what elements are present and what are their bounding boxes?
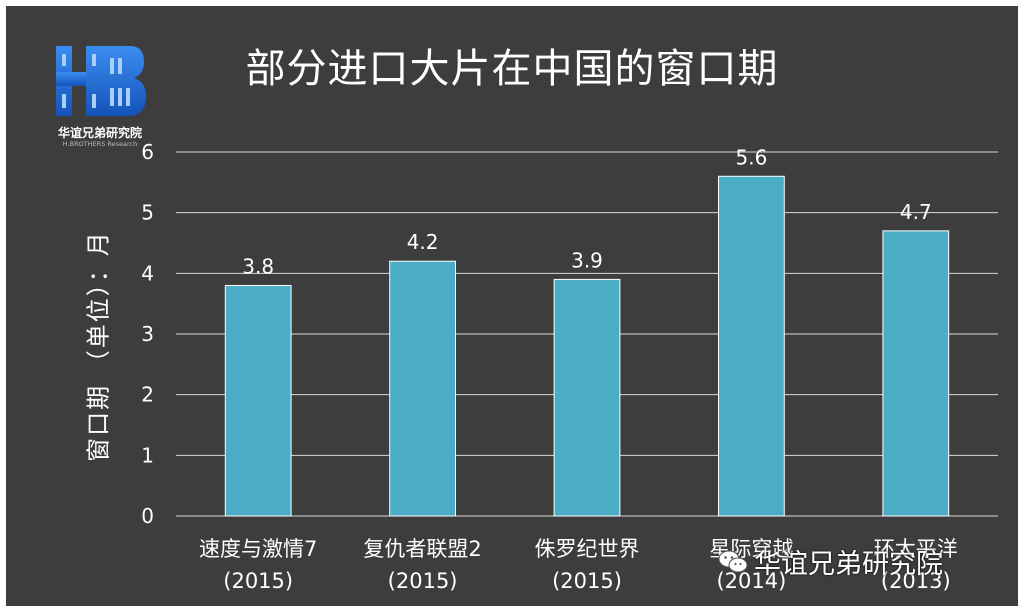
bar bbox=[224, 284, 292, 517]
bar bbox=[718, 175, 785, 517]
chart-frame: 部分进口大片在中国的窗口期 华谊兄弟研究院 H.BROTHERS bbox=[6, 6, 1018, 606]
x-tick-label-year: (2013) bbox=[881, 569, 951, 593]
x-tick-label-year: (2015) bbox=[388, 569, 458, 593]
chart-title: 部分进口大片在中国的窗口期 bbox=[245, 46, 779, 92]
y-tick-label: 5 bbox=[141, 201, 154, 225]
bar-chart: 0 1 2 3 4 5 6 3.8 速度与激情7 (2015) 4.2 复仇者联盟2 (2015) 3.9… bbox=[141, 140, 998, 593]
data-label: 4.2 bbox=[407, 230, 439, 254]
y-tick-label: 1 bbox=[141, 443, 154, 467]
data-label: 5.6 bbox=[735, 145, 767, 169]
x-tick-label: 速度与激情7 bbox=[199, 537, 317, 561]
data-label: 3.9 bbox=[571, 248, 603, 272]
bar bbox=[553, 278, 621, 517]
y-tick-label: 3 bbox=[141, 322, 154, 346]
data-label: 3.8 bbox=[242, 254, 274, 278]
wechat-icon bbox=[718, 550, 748, 572]
x-tick-label-year: (2015) bbox=[552, 569, 622, 593]
logo-hb-icon bbox=[56, 46, 146, 116]
logo-subtitle: H.BROTHERS Research bbox=[62, 140, 138, 148]
watermark-text: 华谊兄弟研究院 bbox=[754, 549, 943, 580]
x-tick-label: 复仇者联盟2 bbox=[363, 537, 481, 561]
watermark: 华谊兄弟研究院 bbox=[718, 542, 943, 581]
y-tick-label: 6 bbox=[141, 140, 154, 164]
bar bbox=[882, 230, 950, 517]
logo-name: 华谊兄弟研究院 bbox=[57, 126, 142, 140]
y-tick-label: 4 bbox=[141, 261, 154, 285]
x-tick-label-year: (2015) bbox=[223, 569, 293, 593]
x-tick-label: 环太平洋 bbox=[874, 537, 958, 561]
brand-logo: 华谊兄弟研究院 H.BROTHERS Research bbox=[52, 40, 148, 148]
x-tick-label-year: (2014) bbox=[716, 569, 786, 593]
y-tick-label: 0 bbox=[141, 504, 154, 528]
x-tick-label: 侏罗纪世界 bbox=[535, 537, 640, 561]
data-label: 4.7 bbox=[900, 200, 932, 224]
y-tick-label: 2 bbox=[141, 383, 154, 407]
bar bbox=[389, 260, 456, 517]
